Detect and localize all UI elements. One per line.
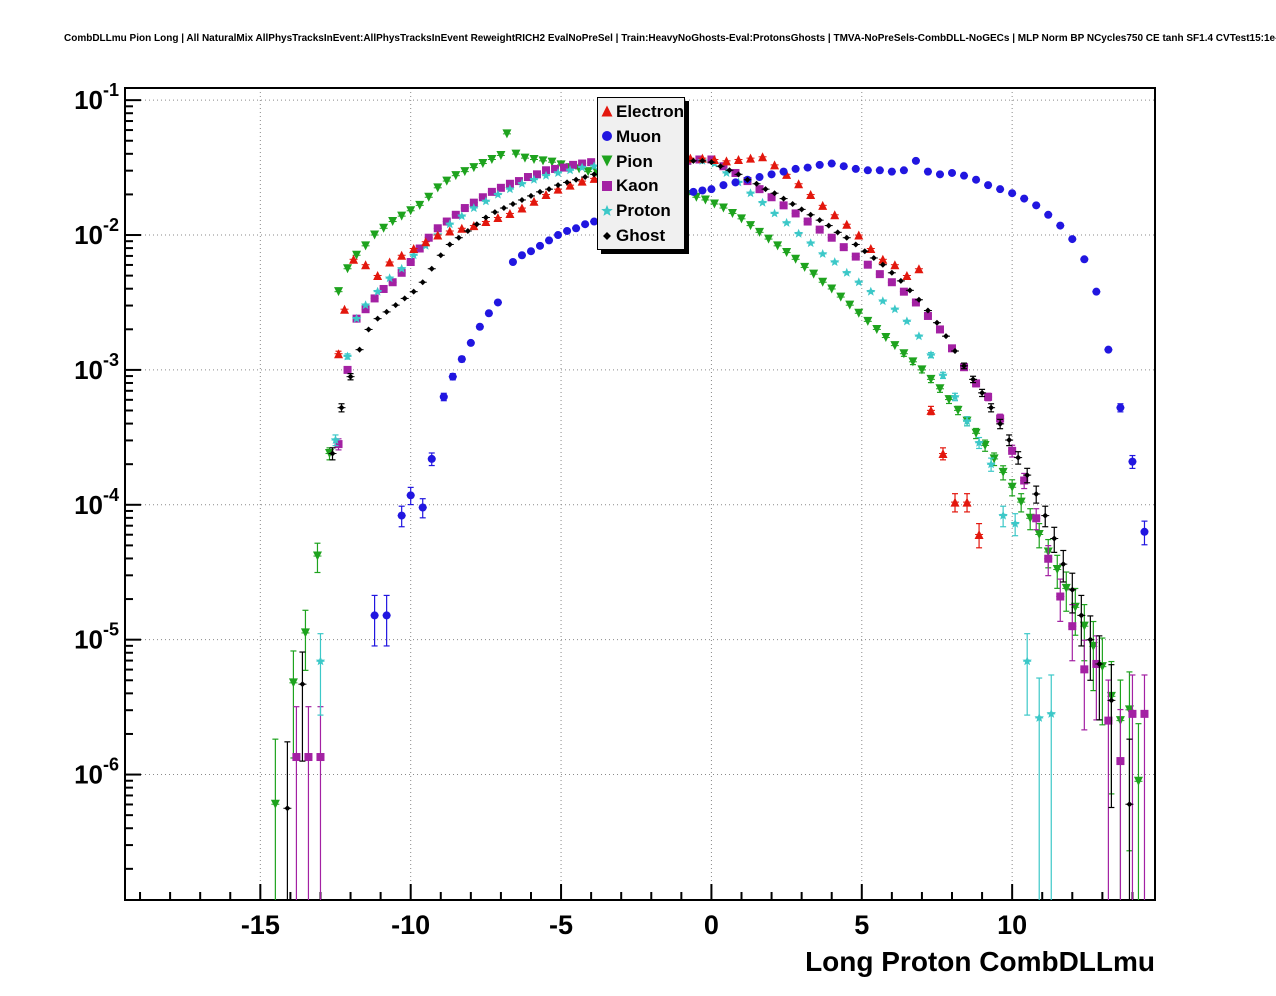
legend-entry-muon: Muon	[598, 124, 684, 148]
x-tick-label: -15	[241, 910, 280, 940]
legend-label-proton: Proton	[616, 201, 671, 221]
series-kaon	[292, 155, 1149, 900]
legend-entry-pion: Pion	[598, 149, 684, 173]
series-proton	[315, 154, 1056, 900]
gridlines	[125, 88, 1155, 900]
legend-entry-ghost: Ghost	[598, 224, 684, 248]
y-tick-label: 10-4	[74, 485, 119, 520]
electron-marker-icon	[601, 105, 613, 117]
x-tick-label: 5	[854, 910, 869, 940]
y-axis: 10-1 10-2 10-3 10-4 10-5 10-6	[74, 80, 141, 870]
series-ghost	[283, 157, 1134, 900]
legend-label-electron: Electron	[616, 101, 685, 121]
legend-entry-proton: Proton	[598, 199, 684, 223]
y-tick-label: 10-2	[74, 215, 119, 250]
x-tick-label: -10	[391, 910, 430, 940]
proton-marker-icon	[601, 204, 613, 216]
x-axis-title: Long Proton CombDLLmu	[805, 946, 1155, 977]
plot-frame	[124, 87, 1156, 901]
ghost-marker-icon	[603, 231, 611, 240]
x-tick-label: -5	[549, 910, 573, 940]
legend-label-kaon: Kaon	[616, 176, 659, 196]
x-axis: -15 -10 -5 0 5 10	[139, 884, 1134, 940]
y-tick-label: 10-6	[74, 755, 119, 790]
y-tick-label: 10-3	[74, 350, 119, 385]
plot-title: CombDLLmu Pion Long | All NaturalMix All…	[64, 33, 1276, 44]
pion-marker-icon	[601, 155, 613, 167]
series-layer	[270, 129, 1149, 900]
kaon-marker-icon	[602, 180, 612, 191]
y-tick-label: 10-1	[74, 80, 119, 115]
x-tick-label: 10	[997, 910, 1027, 940]
muon-marker-icon	[602, 131, 612, 142]
legend-entry-electron: Electron	[598, 99, 684, 123]
legend-label-ghost: Ghost	[616, 226, 666, 246]
legend-entry-kaon: Kaon	[598, 174, 684, 198]
y-tick-label: 10-5	[74, 620, 119, 655]
x-tick-label: 0	[704, 910, 719, 940]
legend-label-pion: Pion	[616, 151, 653, 171]
legend: Electron Muon Pion Kaon Proton Ghost	[597, 97, 685, 250]
series-muon	[370, 156, 1149, 647]
legend-label-muon: Muon	[616, 126, 662, 146]
